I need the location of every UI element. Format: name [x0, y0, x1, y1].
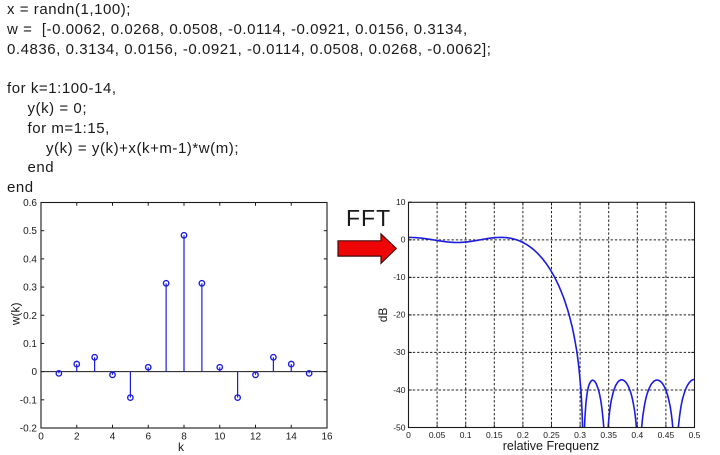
svg-text:0.4: 0.4 — [631, 430, 643, 440]
svg-text:0: 0 — [31, 367, 37, 378]
svg-text:10: 10 — [214, 432, 226, 443]
svg-text:0.4: 0.4 — [23, 254, 37, 265]
svg-text:0: 0 — [38, 432, 44, 443]
svg-text:relative Frequenz: relative Frequenz — [503, 439, 600, 453]
svg-text:-40: -40 — [393, 385, 406, 395]
svg-text:0.45: 0.45 — [658, 430, 675, 440]
svg-text:10: 10 — [396, 197, 406, 207]
svg-text:0: 0 — [401, 235, 406, 245]
svg-text:0.35: 0.35 — [600, 430, 617, 440]
svg-text:0.1: 0.1 — [23, 339, 37, 350]
svg-text:2: 2 — [74, 432, 80, 443]
svg-text:0.2: 0.2 — [517, 430, 529, 440]
svg-text:0.2: 0.2 — [23, 311, 37, 322]
svg-text:k: k — [178, 440, 185, 454]
svg-text:-50: -50 — [393, 422, 406, 432]
svg-text:16: 16 — [321, 432, 333, 443]
svg-text:0.6: 0.6 — [23, 198, 37, 209]
svg-text:0.5: 0.5 — [689, 430, 701, 440]
svg-text:w(k): w(k) — [9, 302, 23, 326]
svg-text:0.5: 0.5 — [23, 226, 37, 237]
svg-text:6: 6 — [145, 432, 151, 443]
svg-text:-20: -20 — [393, 310, 406, 320]
svg-text:0: 0 — [406, 430, 411, 440]
svg-text:14: 14 — [286, 432, 298, 443]
svg-text:8: 8 — [181, 432, 187, 443]
svg-text:12: 12 — [250, 432, 262, 443]
svg-text:-30: -30 — [393, 347, 406, 357]
svg-text:0.3: 0.3 — [23, 283, 37, 294]
svg-text:0.3: 0.3 — [574, 430, 586, 440]
svg-text:0.15: 0.15 — [486, 430, 503, 440]
svg-text:0.25: 0.25 — [543, 430, 560, 440]
svg-text:dB: dB — [376, 308, 390, 323]
svg-text:0.05: 0.05 — [429, 430, 446, 440]
svg-text:-0.1: -0.1 — [20, 395, 38, 406]
svg-text:0.1: 0.1 — [460, 430, 472, 440]
svg-text:-10: -10 — [393, 272, 406, 282]
svg-text:-0.2: -0.2 — [20, 424, 38, 435]
svg-text:4: 4 — [110, 432, 116, 443]
